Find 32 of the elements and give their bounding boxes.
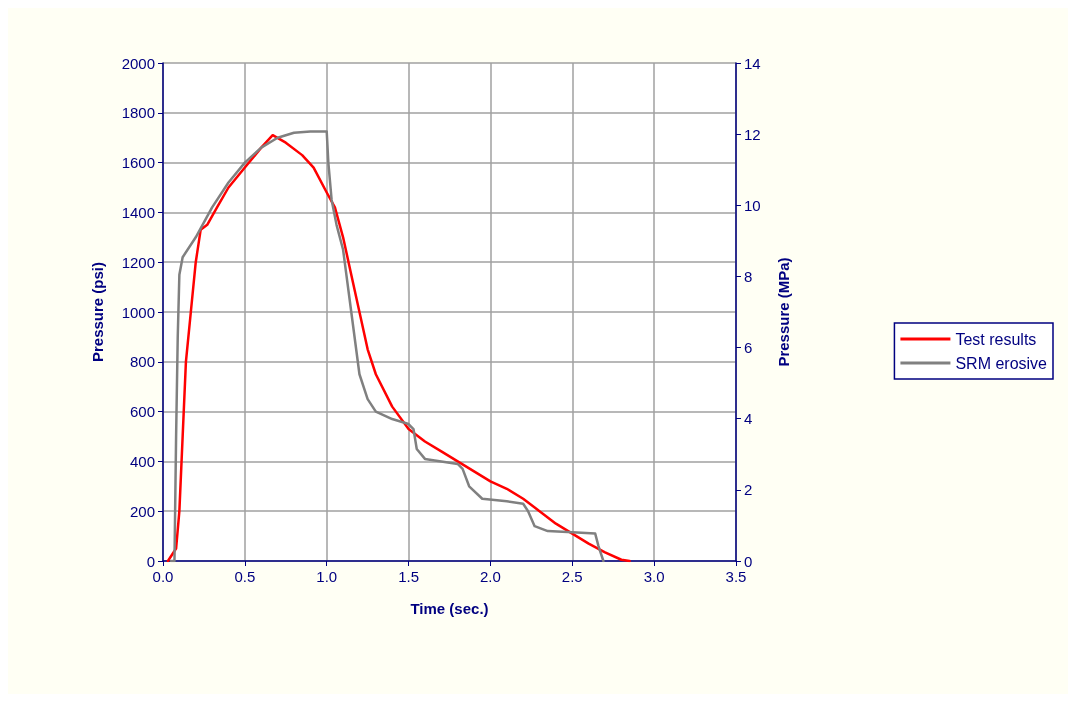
x-tick-label: 0.0 <box>152 568 174 585</box>
y2-tick-label: 0 <box>744 552 753 570</box>
x-tick-label: 2.0 <box>480 568 501 585</box>
x-tick-label: 1.5 <box>398 568 419 585</box>
y-axis-title: Pressure (psi) <box>89 261 106 363</box>
y-tick-label: 600 <box>129 403 155 421</box>
y2-tick-label: 4 <box>744 410 753 428</box>
legend-label: Test results <box>955 330 1037 348</box>
y2-axis-title: Pressure (MPa) <box>775 257 792 367</box>
x-axis-title: Time (sec.) <box>410 600 489 617</box>
y2-tick-label: 10 <box>744 196 761 214</box>
x-tick-label: 2.5 <box>561 568 583 585</box>
y-tick-label: 200 <box>129 502 155 520</box>
y-tick-label: 0 <box>146 552 155 570</box>
y-tick-label: 1200 <box>121 253 155 271</box>
y2-tick-label: 8 <box>744 267 753 285</box>
x-tick-label: 3.5 <box>725 568 747 585</box>
y-tick-label: 1600 <box>121 154 155 172</box>
y2-tick-label: 6 <box>744 339 753 357</box>
y2-tick-label: 14 <box>744 54 761 72</box>
x-tick-label: 0.5 <box>234 568 256 585</box>
x-tick-label: 3.0 <box>643 568 665 585</box>
legend-label: SRM erosive <box>955 354 1048 372</box>
y-tick-label: 400 <box>129 452 155 470</box>
x-tick-label: 1.0 <box>316 568 338 585</box>
y-tick-label: 800 <box>129 353 155 371</box>
y-tick-label: 1000 <box>121 303 155 321</box>
y2-tick-label: 12 <box>744 125 761 143</box>
y-tick-label: 1400 <box>121 203 155 221</box>
y-tick-label: 2000 <box>121 54 155 72</box>
y2-tick-label: 2 <box>744 481 753 499</box>
y-tick-label: 1800 <box>121 104 155 122</box>
